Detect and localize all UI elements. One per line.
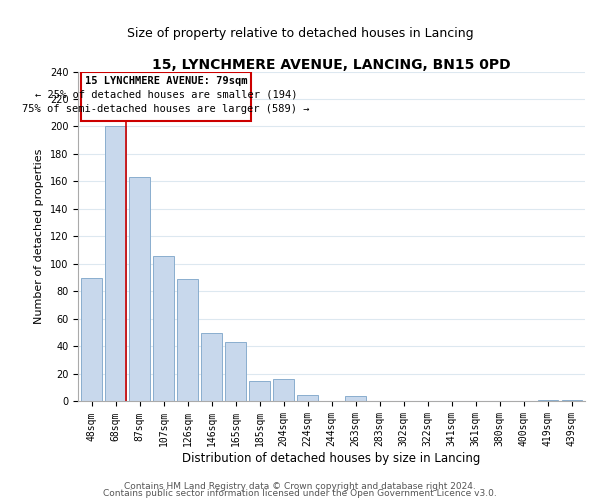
Title: 15, LYNCHMERE AVENUE, LANCING, BN15 0PD: 15, LYNCHMERE AVENUE, LANCING, BN15 0PD (152, 58, 511, 71)
Bar (202, 332, 222, 402)
Bar (226, 342, 246, 402)
Y-axis label: Number of detached properties: Number of detached properties (34, 149, 44, 324)
Bar (82, 278, 102, 402)
Bar (274, 380, 294, 402)
Text: ← 25% of detached houses are smaller (194): ← 25% of detached houses are smaller (19… (35, 90, 297, 100)
Bar (178, 279, 198, 402)
Bar (130, 178, 150, 402)
Bar (562, 400, 582, 402)
Bar (106, 126, 126, 402)
Bar (250, 381, 270, 402)
Bar (346, 396, 366, 402)
X-axis label: Distribution of detached houses by size in Lancing: Distribution of detached houses by size … (182, 452, 481, 465)
Bar (298, 394, 318, 402)
Bar (154, 256, 174, 402)
Text: Contains public sector information licensed under the Open Government Licence v3: Contains public sector information licen… (103, 489, 497, 498)
Text: Contains HM Land Registry data © Crown copyright and database right 2024.: Contains HM Land Registry data © Crown c… (124, 482, 476, 491)
Text: Size of property relative to detached houses in Lancing: Size of property relative to detached ho… (127, 28, 473, 40)
Bar (538, 400, 558, 402)
Bar (81, 72, 251, 121)
Text: 75% of semi-detached houses are larger (589) →: 75% of semi-detached houses are larger (… (22, 104, 310, 114)
Text: 15 LYNCHMERE AVENUE: 79sqm: 15 LYNCHMERE AVENUE: 79sqm (85, 76, 247, 86)
